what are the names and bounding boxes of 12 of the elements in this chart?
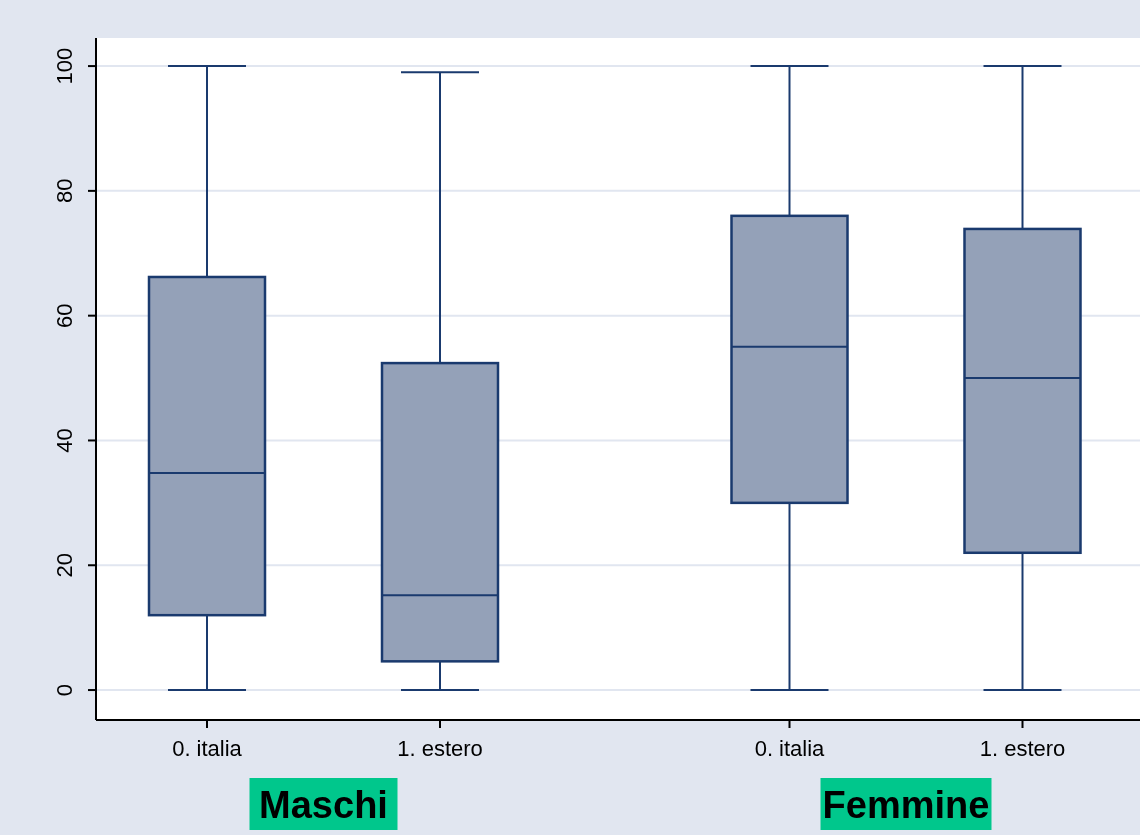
y-tick-label: 80	[51, 178, 77, 204]
x-tick-label: 0. italia	[754, 736, 826, 761]
y-tick-label: 100	[51, 47, 77, 85]
x-tick-label: 1. estero	[979, 736, 1066, 761]
text: Maschi	[259, 784, 388, 826]
y-tick-label: 40	[51, 428, 77, 453]
y-tick-label: 60	[51, 303, 77, 328]
y-tick-label: 0	[51, 683, 77, 697]
x-tick-label: 1. estero	[397, 736, 483, 761]
text: Femmine	[822, 784, 990, 826]
y-tick-label: 20	[51, 553, 77, 578]
x-tick-label: 0. italia	[172, 736, 243, 761]
